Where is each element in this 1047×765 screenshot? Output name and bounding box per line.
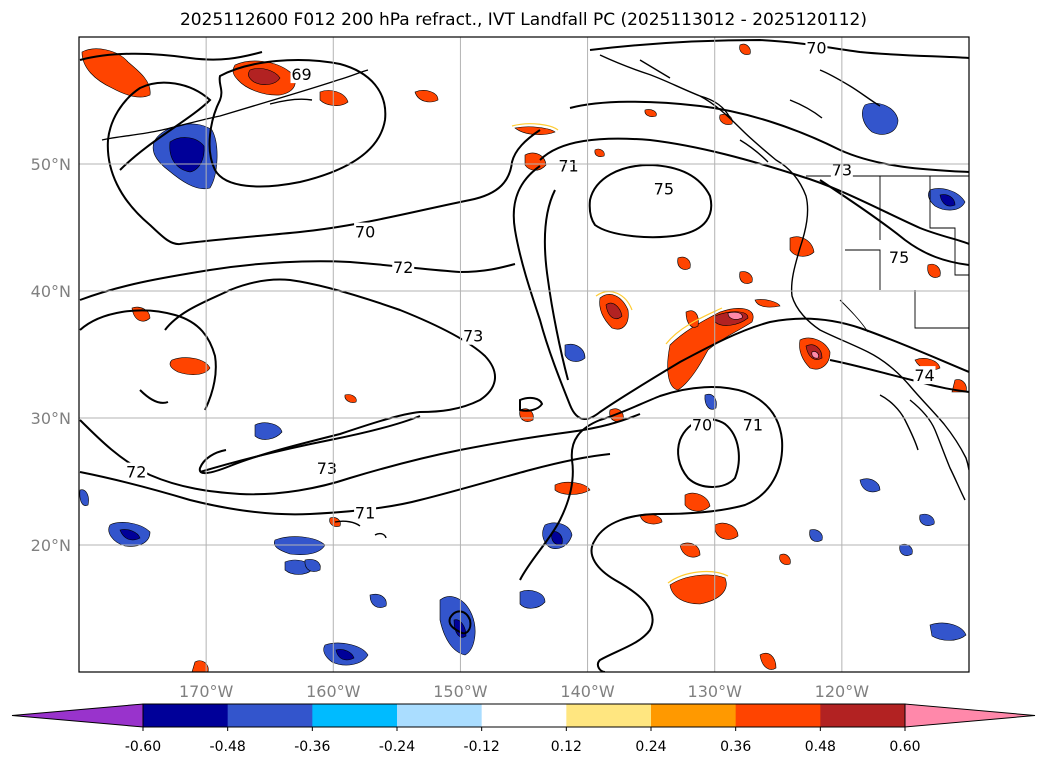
contour-label: 73: [463, 327, 483, 346]
contour-label-bg: [354, 503, 377, 522]
latitude-labels: 50°N 40°N 30°N 20°N: [31, 155, 71, 555]
contour-label: 70: [692, 416, 712, 435]
contour-label: 74: [914, 366, 934, 385]
colorbar-bin: [397, 704, 483, 727]
contour-label-bg: [741, 415, 764, 434]
contour-label-bg: [125, 462, 148, 481]
map-frame: [78, 36, 970, 673]
colorbar-tick-label: -0.48: [210, 739, 246, 755]
contour-label: 70: [355, 223, 375, 242]
contour-label-bg: [913, 366, 936, 385]
contour-label: 71: [743, 416, 763, 435]
colorbar-bin: [735, 704, 821, 727]
colorbar-tick-label: 0.48: [805, 739, 836, 755]
colorbar-tick-label: -0.60: [125, 739, 161, 755]
contour-label: 71: [558, 157, 578, 176]
contour-label: 71: [355, 503, 375, 522]
contour-label-bg: [691, 415, 713, 434]
longitude-labels: 170°W 160°W 150°W 140°W 130°W 120°W: [179, 682, 869, 701]
contour-label-bg: [462, 326, 485, 345]
coastlines: [101, 54, 969, 539]
contour-label-bg: [354, 222, 377, 241]
latitude-tick-label: 50°N: [31, 155, 71, 174]
colorbar-tick-label: -0.24: [379, 739, 415, 755]
colorbar-frame: [142, 703, 906, 728]
colorbar-bin: [312, 704, 398, 727]
colorbar-tick-label: 0.12: [551, 739, 582, 755]
graticule: [79, 37, 969, 672]
latitude-tick-label: 40°N: [31, 282, 71, 301]
contour-label-bg: [290, 65, 313, 84]
colorbar-extend-max: [904, 703, 1036, 728]
longitude-tick-label: 140°W: [560, 682, 615, 701]
colorbar: -0.60 -0.48 -0.36 -0.24 -0.12 0.12 0.24 0.36 0.4…: [11, 703, 1036, 755]
contour-label-bg: [652, 179, 675, 198]
latitude-tick-label: 20°N: [31, 536, 71, 555]
contour-label-bg: [557, 156, 580, 175]
colorbar-tick-label: 0.24: [635, 739, 666, 755]
latitude-tick-label: 30°N: [31, 409, 71, 428]
contour-label-bg: [392, 258, 415, 277]
contour-label-bg: [805, 38, 828, 57]
colorbar-tick-label: -0.36: [294, 739, 330, 755]
colorbar-bin: [651, 704, 737, 727]
refractivity-contours: [79, 38, 969, 672]
colorbar-bin: [143, 704, 229, 727]
contour-label: 69: [291, 65, 311, 84]
colorbar-bin: [566, 704, 652, 727]
contour-label: 70: [806, 38, 826, 57]
colorbar-tick-label: -0.12: [464, 739, 500, 755]
longitude-tick-label: 120°W: [815, 682, 870, 701]
colorbar-bin: [481, 704, 567, 727]
contour-label: 75: [889, 248, 909, 267]
longitude-tick-label: 130°W: [688, 682, 743, 701]
contour-label: 75: [654, 179, 674, 198]
contour-label: 72: [393, 258, 413, 277]
longitude-tick-label: 150°W: [433, 682, 488, 701]
longitude-tick-label: 160°W: [306, 682, 361, 701]
figure-title: 2025112600 F012 200 hPa refract., IVT La…: [179, 10, 867, 30]
contour-label: 72: [126, 463, 146, 482]
contour-label-bg: [315, 458, 338, 477]
colorbar-tick-label: 0.60: [889, 739, 920, 755]
refractivity-shading: [79, 43, 967, 672]
longitude-tick-label: 170°W: [179, 682, 234, 701]
colorbar-extend-min: [11, 703, 144, 728]
contour-label-bg: [888, 247, 911, 266]
colorbar-bin: [227, 704, 313, 727]
contour-label: 73: [317, 459, 337, 478]
colorbar-bin: [820, 704, 906, 727]
colorbar-tick-label: 0.36: [720, 739, 751, 755]
